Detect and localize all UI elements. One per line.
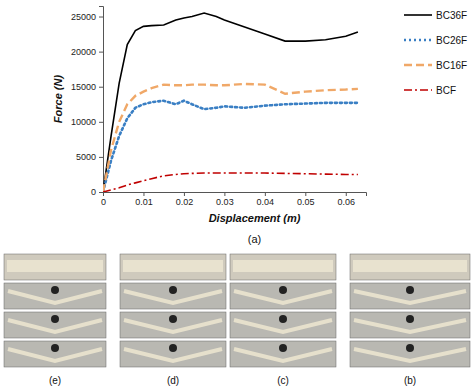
series-line	[103, 84, 358, 192]
series-line	[103, 101, 358, 192]
loading-pin	[406, 315, 414, 323]
specimen	[123, 260, 223, 272]
y-tick-mark	[99, 122, 103, 123]
y-tick: 15000	[71, 82, 103, 92]
legend-label: BCF	[436, 85, 456, 96]
loading-pin	[406, 286, 414, 294]
x-axis-title: Displacement (m)	[209, 212, 301, 224]
x-tick-label: 0.03	[216, 197, 234, 207]
y-tick: 5000	[76, 152, 103, 162]
x-tick: 0.04	[257, 192, 275, 207]
x-axis-line	[104, 193, 367, 197]
loading-pin	[279, 286, 287, 294]
panel-label: (a)	[248, 233, 261, 245]
y-tick-mark	[99, 192, 103, 193]
legend-label: BC26F	[436, 35, 467, 46]
legend-swatch	[404, 89, 432, 91]
x-tick-label: 0.01	[135, 197, 153, 207]
legend: BC36F BC26F BC16F BCF	[404, 10, 467, 96]
x-tick-mark	[305, 192, 306, 196]
x-tick-mark	[346, 192, 347, 196]
photo	[350, 283, 470, 309]
y-axis-title: Force (N)	[52, 75, 64, 124]
photo	[4, 283, 106, 309]
loading-pin	[169, 344, 177, 352]
loading-pin	[279, 344, 287, 352]
x-tick-label: 0.04	[257, 197, 275, 207]
x-tick-label: 0.05	[297, 197, 315, 207]
series-line	[103, 13, 358, 192]
y-tick: 0	[91, 187, 103, 197]
panel-label: (c)	[277, 375, 289, 386]
figure: 0 0.01 0.02 0.03 0.04 0.05 0.06 0 5000 10000 15000…	[0, 0, 474, 389]
x-tick-mark	[265, 192, 266, 196]
y-tick-label: 0	[91, 187, 96, 197]
photo	[350, 341, 470, 367]
y-tick: 25000	[71, 12, 103, 22]
photo	[120, 341, 226, 367]
y-tick-label: 20000	[71, 47, 96, 57]
x-tick-mark	[143, 192, 144, 196]
specimen	[7, 260, 103, 272]
photo	[230, 312, 336, 338]
loading-pin	[51, 286, 59, 294]
y-axis-line	[99, 7, 104, 193]
loading-pin	[406, 344, 414, 352]
y-tick-label: 10000	[71, 117, 96, 127]
loading-pin	[169, 315, 177, 323]
x-tick-label: 0.06	[338, 197, 356, 207]
x-tick-label: 0.02	[176, 197, 194, 207]
photo	[230, 254, 336, 280]
photo	[4, 254, 106, 280]
x-axis: 0 0.01 0.02 0.03 0.04 0.05 0.06	[101, 192, 367, 207]
y-tick-mark	[99, 87, 103, 88]
panel-label: (b)	[404, 375, 416, 386]
x-tick-mark	[184, 192, 185, 196]
x-tick: 0	[101, 192, 106, 207]
photo	[230, 341, 336, 367]
y-tick-label: 5000	[76, 152, 96, 162]
y-tick-label: 15000	[71, 82, 96, 92]
loading-pin	[51, 344, 59, 352]
loading-pin	[169, 286, 177, 294]
specimen	[353, 260, 467, 272]
y-tick: 10000	[71, 117, 103, 127]
plot-lines	[103, 13, 358, 192]
legend-swatch	[404, 14, 432, 16]
photo	[350, 254, 470, 280]
y-tick-mark	[99, 157, 103, 158]
photo	[120, 312, 226, 338]
y-tick-mark	[99, 17, 103, 18]
legend-swatch	[404, 64, 432, 66]
photo-panels	[4, 254, 470, 367]
legend-label: BC36F	[436, 10, 467, 21]
photo	[120, 254, 226, 280]
x-tick: 0.03	[216, 192, 234, 207]
panel-label: (d)	[167, 375, 179, 386]
y-tick-label: 25000	[71, 12, 96, 22]
photo	[120, 283, 226, 309]
x-tick: 0.06	[338, 192, 356, 207]
photo	[230, 283, 336, 309]
photo	[4, 312, 106, 338]
y-tick: 20000	[71, 47, 103, 57]
y-tick-mark	[99, 52, 103, 53]
photo	[350, 312, 470, 338]
x-tick: 0.05	[297, 192, 315, 207]
specimen	[233, 260, 333, 272]
y-axis: 0 5000 10000 15000 20000 25000	[71, 7, 104, 198]
panel-label: (e)	[49, 375, 61, 386]
x-tick: 0.01	[135, 192, 153, 207]
photo	[4, 341, 106, 367]
series-line	[103, 173, 358, 192]
x-tick-mark	[224, 192, 225, 196]
x-tick: 0.02	[176, 192, 194, 207]
x-tick-label: 0	[101, 197, 106, 207]
loading-pin	[279, 315, 287, 323]
legend-swatch	[404, 39, 432, 42]
loading-pin	[51, 315, 59, 323]
legend-label: BC16F	[436, 60, 467, 71]
